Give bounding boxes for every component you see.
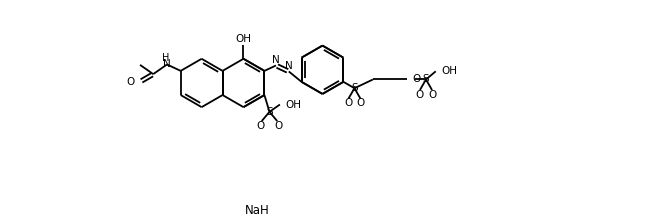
Text: N: N [285,61,293,71]
Text: O: O [275,121,283,131]
Text: O: O [344,98,353,108]
Text: OH: OH [442,66,458,76]
Text: O: O [357,98,364,108]
Text: N: N [163,60,171,70]
Text: O: O [416,90,424,100]
Text: S: S [266,107,273,117]
Text: S: S [351,83,358,93]
Text: S: S [422,74,430,85]
Text: H: H [162,53,170,63]
Text: NaH: NaH [244,204,270,217]
Text: OH: OH [285,99,301,109]
Text: O: O [127,76,135,87]
Text: OH: OH [235,34,252,44]
Text: N: N [272,55,280,65]
Text: O: O [428,90,436,100]
Text: O: O [256,121,264,131]
Text: O: O [412,74,420,84]
